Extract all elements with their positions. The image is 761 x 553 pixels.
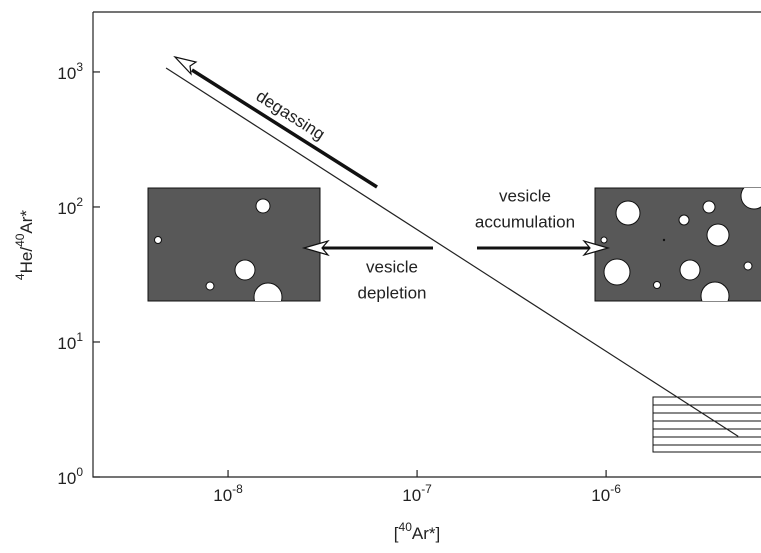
tick-exponent: 2 xyxy=(76,195,83,209)
label-part: Ar* xyxy=(17,210,36,234)
annotation: vesicle xyxy=(366,257,418,276)
label-part: Ar*] xyxy=(412,524,440,543)
label-part: 40 xyxy=(399,520,413,534)
tick-exponent: 0 xyxy=(76,465,83,479)
degassing-arrow xyxy=(175,57,377,187)
accumulation-arrow xyxy=(477,241,608,255)
accumulated-rock xyxy=(595,183,761,310)
hatched-box xyxy=(653,397,761,452)
tick-exponent: -7 xyxy=(421,482,432,496)
tick-label: 10-8 xyxy=(213,482,243,505)
tick-exponent: 3 xyxy=(76,60,83,74)
tick-base: 10 xyxy=(213,486,232,505)
ylabel-title: 4He/40Ar* xyxy=(13,210,36,281)
tick-label: 100 xyxy=(57,465,83,488)
tick-base: 10 xyxy=(57,199,76,218)
tick-label: 10-6 xyxy=(591,482,621,505)
tick-exponent: -8 xyxy=(232,482,243,496)
depletion-arrow xyxy=(304,241,433,255)
tick-base: 10 xyxy=(57,334,76,353)
tick-base: 10 xyxy=(402,486,421,505)
label-part: 40 xyxy=(13,233,27,247)
tick-base: 10 xyxy=(591,486,610,505)
annotation: depletion xyxy=(357,283,426,302)
tick-label: 102 xyxy=(57,195,83,218)
chart: degassing vesicle depletion vesicle accu… xyxy=(0,0,761,553)
label-part: He/ xyxy=(17,247,36,274)
annotation: vesicle xyxy=(499,186,551,205)
tick-exponent: -6 xyxy=(610,482,621,496)
tick-label: 103 xyxy=(57,60,83,83)
annotation: accumulation xyxy=(475,212,575,231)
xlabel-title: [40Ar*] xyxy=(394,520,440,543)
tick-base: 10 xyxy=(57,469,76,488)
tick-label: 10-7 xyxy=(402,482,432,505)
tick-label: 101 xyxy=(57,330,83,353)
tick-base: 10 xyxy=(57,64,76,83)
tick-exponent: 1 xyxy=(76,330,83,344)
depleted-rock xyxy=(148,188,320,311)
